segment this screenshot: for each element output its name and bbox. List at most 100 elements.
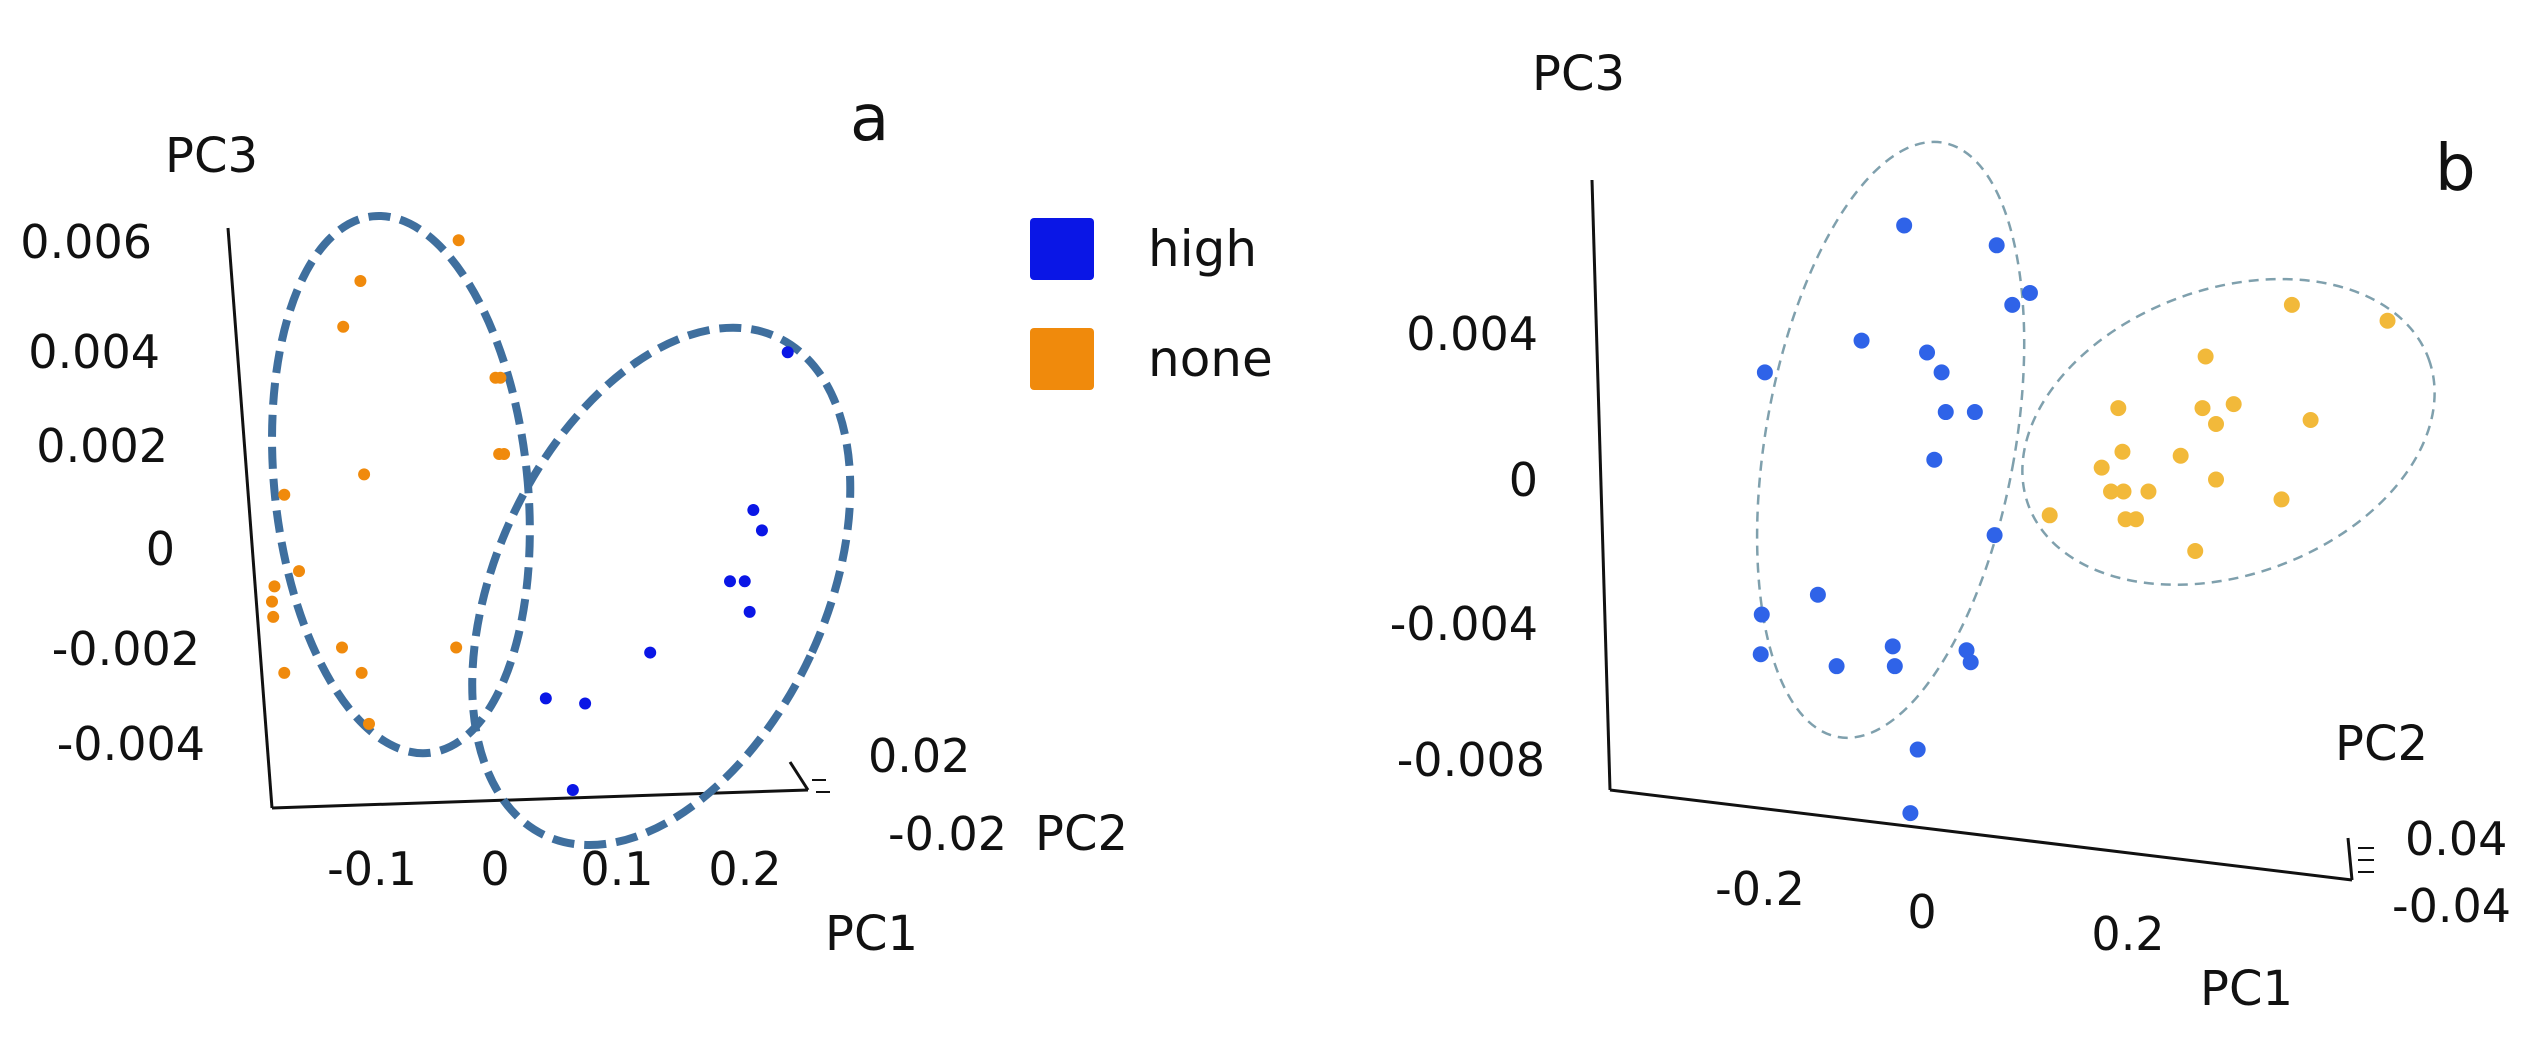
data-point-high xyxy=(1828,658,1845,675)
data-point-none xyxy=(337,320,350,333)
data-point-high xyxy=(743,605,756,618)
data-point-none xyxy=(363,717,376,730)
data-point-high xyxy=(539,692,552,705)
panel-b-pc1-axis-line xyxy=(1609,788,2353,882)
panel-a-pc2-tick-label: -0.02 xyxy=(888,807,1007,861)
legend-swatch-high xyxy=(1030,218,1094,280)
data-point-none xyxy=(452,234,465,247)
data-point-high xyxy=(1753,606,1770,623)
panel-a-pc3-tick-label: -0.004 xyxy=(57,717,205,771)
data-point-none xyxy=(267,610,280,623)
data-point-high xyxy=(566,784,579,796)
cluster-ellipse-high xyxy=(1755,140,2026,740)
cluster-ellipse-none xyxy=(2021,277,2436,586)
data-point-none xyxy=(2208,471,2225,488)
data-point-high xyxy=(1926,451,1943,468)
data-point-high xyxy=(1937,404,1954,421)
data-point-none xyxy=(358,468,371,481)
panel-a-ellipses xyxy=(268,211,855,850)
panel-b: b PC3 0.004 0 -0.004 -0.008 -0.2 0 0.2 P… xyxy=(1390,46,2511,1017)
panel-a-pc3-axis-label: PC3 xyxy=(165,128,258,184)
data-point-none xyxy=(2103,483,2120,500)
legend-swatch-none xyxy=(1030,328,1094,390)
panel-b-pc3-tick-label: -0.008 xyxy=(1397,733,1545,787)
panel-a-label: a xyxy=(850,82,889,156)
panel-b-pc1-tick-label: 0 xyxy=(1907,885,1936,939)
panel-b-pc3-axis-label: PC3 xyxy=(1532,46,1625,102)
data-point-high xyxy=(1884,638,1901,655)
data-point-high xyxy=(1919,344,1936,361)
data-point-none xyxy=(2194,400,2211,417)
data-point-high xyxy=(644,646,657,659)
data-point-none xyxy=(2197,348,2214,365)
panel-a-pc2-axis-label: PC2 xyxy=(1035,806,1128,862)
panel-a-pc3-tick-label: -0.002 xyxy=(52,622,200,676)
data-point-high xyxy=(1809,586,1826,603)
data-point-high xyxy=(1756,364,1773,381)
panel-a-pc1-axis-label: PC1 xyxy=(825,906,918,962)
data-point-high xyxy=(1962,654,1979,671)
panel-a-pc1-axis-line xyxy=(271,788,809,810)
data-point-none xyxy=(2283,296,2300,313)
panel-b-pc1-tick-label: 0.2 xyxy=(2091,907,2164,961)
data-point-high xyxy=(1886,658,1903,675)
panel-b-pc1-tick-label: -0.2 xyxy=(1715,862,1805,916)
panel-b-pc3-tick-label: 0 xyxy=(1509,453,1538,507)
data-point-none xyxy=(2041,507,2058,524)
panel-b-pc3-tick-label: 0.004 xyxy=(1406,307,1538,361)
panel-b-points xyxy=(1752,217,2396,822)
data-point-high xyxy=(738,575,751,588)
panel-a-pc2-axis-line xyxy=(788,761,810,791)
data-point-high xyxy=(1752,646,1769,663)
data-point-high xyxy=(1909,741,1926,758)
legend: high none xyxy=(1030,218,1273,390)
panel-a-pc3-tick-label: 0 xyxy=(146,522,175,576)
panel-b-label: b xyxy=(2435,132,2476,206)
data-point-high xyxy=(1902,805,1919,822)
panel-b-pc2-tick-label: -0.04 xyxy=(2392,879,2511,933)
data-point-none xyxy=(278,666,291,679)
data-point-high xyxy=(2021,284,2038,301)
panel-a-points xyxy=(266,234,794,796)
data-point-none xyxy=(278,488,291,501)
data-point-none xyxy=(2225,396,2242,413)
data-point-none xyxy=(498,448,511,461)
panel-a-pc1-tick-label: 0.2 xyxy=(708,842,781,896)
data-point-none xyxy=(2187,543,2204,560)
data-point-high xyxy=(1853,332,1870,349)
data-point-none xyxy=(335,641,348,654)
data-point-none xyxy=(354,274,367,287)
data-point-none xyxy=(2114,443,2131,460)
data-point-none xyxy=(268,580,281,593)
data-point-none xyxy=(2093,459,2110,476)
cluster-ellipse-high xyxy=(468,323,855,850)
data-point-none xyxy=(2208,415,2225,432)
panel-b-pc3-axis-line xyxy=(1590,179,1612,791)
data-point-high xyxy=(1988,237,2005,254)
panel-a: a PC3 0.006 0.004 0.002 0 -0.002 -0.004 … xyxy=(20,82,1128,962)
panel-b-pc2-axis-label: PC2 xyxy=(2335,716,2428,772)
data-point-none xyxy=(2127,511,2144,528)
data-point-none xyxy=(266,595,278,608)
data-point-high xyxy=(724,575,737,588)
panel-a-pc3-tick-label: 0.006 xyxy=(20,215,152,269)
panel-a-pc1-tick-label: -0.1 xyxy=(327,842,417,896)
panel-a-pc3-tick-label: 0.002 xyxy=(36,419,168,473)
panel-b-pc3-tick-label: -0.004 xyxy=(1390,597,1538,651)
panel-b-pc2-tick-label: 0.04 xyxy=(2405,812,2507,866)
panel-a-pc1-tick-label: 0.1 xyxy=(580,842,653,896)
data-point-high xyxy=(755,524,768,537)
data-point-none xyxy=(2273,491,2290,508)
data-point-none xyxy=(293,565,306,578)
data-point-high xyxy=(2004,296,2021,313)
legend-label-high: high xyxy=(1148,220,1257,278)
data-point-high xyxy=(1966,404,1983,421)
panel-a-pc3-axis-line xyxy=(226,227,274,809)
data-point-high xyxy=(781,346,794,359)
data-point-high xyxy=(1933,364,1950,381)
data-point-none xyxy=(2172,447,2189,464)
data-point-none xyxy=(2302,412,2319,428)
panel-b-pc1-axis-label: PC1 xyxy=(2200,961,2293,1017)
data-point-high xyxy=(1896,217,1913,234)
